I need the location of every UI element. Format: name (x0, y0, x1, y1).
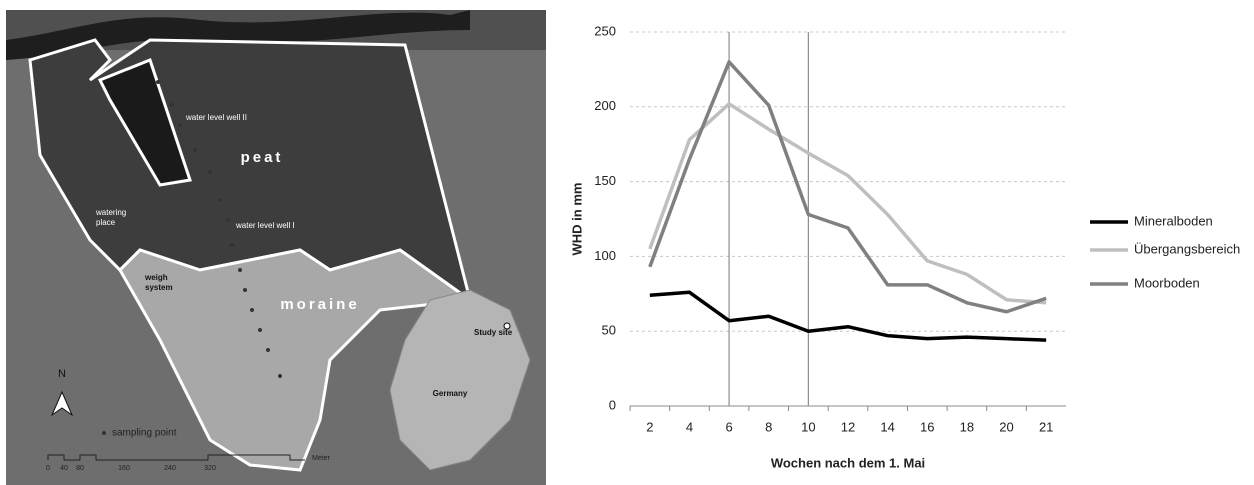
x-tick-label: 8 (765, 419, 772, 434)
pond (97, 58, 192, 187)
north-arrow (50, 390, 74, 417)
moraine-area (118, 248, 475, 472)
map-label: Study site (474, 328, 513, 337)
legend-label: Moorboden (1134, 275, 1200, 290)
x-tick-label: 14 (880, 419, 894, 434)
y-tick-label: 150 (594, 173, 616, 188)
x-tick-label: 18 (960, 419, 974, 434)
map-label: watering (95, 208, 126, 217)
x-tick-label: 6 (725, 419, 732, 434)
map-label: weigh (144, 273, 168, 282)
y-tick-label: 250 (594, 23, 616, 38)
map: water level well II water level well I p… (6, 10, 546, 485)
legend-label: Mineralboden (1134, 213, 1213, 228)
map-label: Germany (433, 389, 468, 398)
x-axis-title: Wochen nach dem 1. Mai (771, 455, 925, 470)
map-label: sampling point (112, 428, 177, 439)
series-line (648, 102, 1047, 305)
scale-label: 80 (76, 465, 84, 472)
map-label: moraine (280, 296, 359, 313)
map-label: water level well I (235, 221, 295, 230)
x-tick-label: 20 (999, 419, 1013, 434)
series-line (649, 290, 1047, 342)
map-label: system (145, 283, 173, 292)
germany-shape (389, 289, 531, 471)
map-label: place (96, 218, 116, 227)
y-axis-title: WHD in mm (569, 183, 584, 256)
map-label: N (58, 368, 66, 380)
map-label: Meter (312, 455, 331, 462)
legend-label: Übergangsbereich (1134, 241, 1240, 256)
scale-label: 0 (46, 465, 50, 472)
scale-bar (47, 454, 305, 461)
scale-label: 160 (118, 465, 130, 472)
y-tick-label: 50 (602, 323, 616, 338)
series-line (648, 60, 1047, 314)
x-tick-label: 12 (841, 419, 855, 434)
x-tick-label: 10 (801, 419, 815, 434)
x-tick-label: 16 (920, 419, 934, 434)
y-tick-label: 100 (594, 248, 616, 263)
scale-label: 40 (60, 465, 68, 472)
map-label: water level well II (185, 113, 247, 122)
scale-label: 320 (204, 465, 216, 472)
x-tick-label: 2 (646, 419, 653, 434)
river (6, 10, 470, 60)
y-tick-label: 200 (594, 98, 616, 113)
plot: 0 50 100 150 200 250 2 4 6 8 10 12 14 16 18 20 21 Mineral… (594, 23, 1240, 434)
study-site-dot (503, 322, 511, 330)
scale-labels: 0 40 80 160 240 320 (46, 465, 216, 472)
sampling-points (102, 80, 282, 435)
scale-label: 240 (164, 465, 176, 472)
y-tick-label: 0 (609, 397, 616, 412)
x-tick-label: 21 (1039, 419, 1053, 434)
x-tick-label: 4 (686, 419, 693, 434)
map-label: peat (241, 149, 284, 166)
